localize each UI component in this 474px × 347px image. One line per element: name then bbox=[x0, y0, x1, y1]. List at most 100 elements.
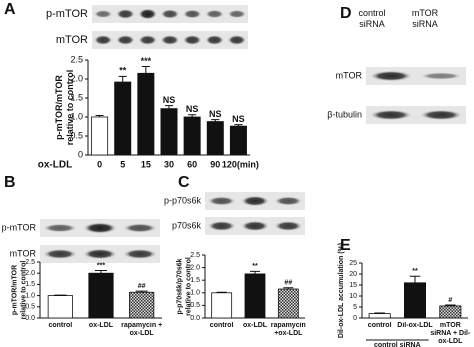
blot-label: mTOR bbox=[56, 34, 88, 46]
panel-letter: D bbox=[340, 5, 352, 22]
bar bbox=[277, 288, 299, 319]
x-tick-label: 120(min) bbox=[222, 159, 259, 169]
blot-label: p-mTOR bbox=[2, 222, 37, 232]
blot-band bbox=[160, 35, 180, 45]
annotation: NS bbox=[232, 114, 245, 124]
x-tick-label: Dil-ox-LDL bbox=[397, 322, 433, 329]
blot-band bbox=[123, 249, 157, 259]
bar bbox=[211, 292, 233, 319]
error-bar bbox=[94, 270, 108, 274]
x-tick-label: rapamycin +ox-LDL bbox=[270, 322, 306, 337]
x-tick-label: rapamycin +ox-LDL bbox=[270, 322, 306, 337]
blot-label: mTOR bbox=[10, 248, 37, 258]
x-tick-label: mTOR siRNA + Dil-ox-LDL bbox=[430, 322, 470, 345]
bar bbox=[91, 116, 109, 156]
bar bbox=[88, 272, 114, 319]
y-tick-label: 0.5 bbox=[190, 302, 200, 309]
blot-band bbox=[227, 9, 247, 19]
x-tick-label: control bbox=[209, 322, 234, 329]
annotation: *** bbox=[141, 56, 152, 66]
bar bbox=[206, 121, 224, 156]
error-bar bbox=[374, 312, 385, 314]
bar bbox=[114, 81, 132, 156]
panel-letter: E bbox=[340, 237, 351, 254]
blot-band bbox=[93, 10, 113, 18]
x-tick-label: Dil-ox-LDL bbox=[397, 322, 433, 329]
x-tick-label: control bbox=[48, 322, 72, 329]
blot-band bbox=[420, 109, 462, 121]
x-tick-label: 60 bbox=[187, 159, 197, 169]
y-tick-label: 15 bbox=[349, 282, 357, 289]
blot-band bbox=[227, 35, 247, 45]
annotation: ** bbox=[412, 268, 418, 275]
blot-band bbox=[116, 35, 135, 45]
x-tick-label: control bbox=[367, 322, 392, 329]
y-axis-label: relative to control bbox=[65, 70, 75, 146]
y-tick-label: 2.0 bbox=[25, 270, 35, 277]
y-tick-label: 1.5 bbox=[190, 277, 200, 284]
blot-band bbox=[370, 70, 412, 82]
blot-band bbox=[370, 109, 412, 121]
blot-band bbox=[83, 222, 117, 234]
error-bar bbox=[141, 65, 150, 74]
y-tick-label: 25 bbox=[349, 260, 357, 267]
blot-band bbox=[138, 8, 158, 20]
y-tick-label: 0.5 bbox=[70, 130, 83, 140]
blot-band bbox=[43, 223, 77, 233]
annotation: NS bbox=[163, 95, 176, 105]
y-tick-label: 1.0 bbox=[190, 290, 200, 297]
x-tick-label: ox-LDL bbox=[88, 322, 114, 329]
blot-band bbox=[274, 196, 303, 206]
annotation: NS bbox=[209, 109, 222, 119]
y-tick-label: 1.0 bbox=[25, 292, 35, 299]
y-axis-label: Dil-ox-LDL accumulation (%) bbox=[338, 243, 345, 338]
panel-letter: A bbox=[4, 1, 16, 18]
y-tick-label: 0.0 bbox=[25, 315, 35, 322]
annotation: ## bbox=[284, 280, 292, 287]
y-tick-label: 2.0 bbox=[70, 73, 83, 83]
blot-label: p-p70s6k bbox=[164, 195, 202, 205]
x-tick-label: ox-LDL bbox=[243, 322, 267, 329]
bar bbox=[244, 273, 266, 319]
x-tick-label: rapamycin + ox-LDL bbox=[121, 322, 163, 337]
y-axis-label: p-mTOR/mTOR bbox=[11, 265, 18, 315]
blot-band bbox=[93, 35, 113, 45]
group-label: control siRNA bbox=[374, 342, 421, 347]
blot-band bbox=[205, 9, 224, 19]
y-tick-label: 1.5 bbox=[70, 92, 83, 102]
y-axis-label: p-p70s6k/p70s6k bbox=[176, 258, 183, 314]
x-tick-label: control bbox=[367, 322, 392, 329]
column-label: mTOR siRNA bbox=[411, 8, 439, 29]
blot-band bbox=[274, 221, 303, 231]
blot-band bbox=[241, 220, 269, 232]
blot-band bbox=[43, 249, 77, 259]
y-tick-label: 2.5 bbox=[190, 252, 200, 259]
annotation: ** bbox=[252, 263, 258, 270]
row-label: β-tubulin bbox=[327, 109, 362, 119]
error-bar bbox=[234, 124, 243, 127]
y-tick-label: 0.5 bbox=[25, 304, 35, 311]
blot-band bbox=[116, 9, 135, 19]
x-tick-label: control bbox=[209, 322, 234, 329]
blot-band bbox=[207, 221, 236, 231]
blot-band bbox=[138, 35, 158, 45]
x-tick-label: 15 bbox=[141, 159, 151, 169]
y-tick-label: 20 bbox=[349, 271, 357, 278]
y-axis-label: p-mTOR/mTOR bbox=[54, 75, 64, 140]
x-tick-label: ox-LDL bbox=[88, 322, 114, 329]
panel-letter: B bbox=[4, 174, 16, 191]
annotation: ** bbox=[119, 66, 127, 76]
x-tick-label: 5 bbox=[120, 159, 125, 169]
error-bar bbox=[95, 114, 104, 117]
error-bar bbox=[188, 114, 197, 117]
bar bbox=[129, 291, 155, 319]
column-label: mTOR siRNA bbox=[411, 8, 439, 29]
y-tick-label: 10 bbox=[349, 293, 357, 300]
error-bar bbox=[283, 287, 294, 290]
y-tick-label: 2.5 bbox=[70, 54, 83, 64]
column-label: control siRNA bbox=[358, 8, 385, 29]
error-bar bbox=[164, 105, 174, 109]
blot-label: p-mTOR bbox=[46, 8, 88, 20]
y-tick-label: 2.0 bbox=[190, 264, 200, 271]
